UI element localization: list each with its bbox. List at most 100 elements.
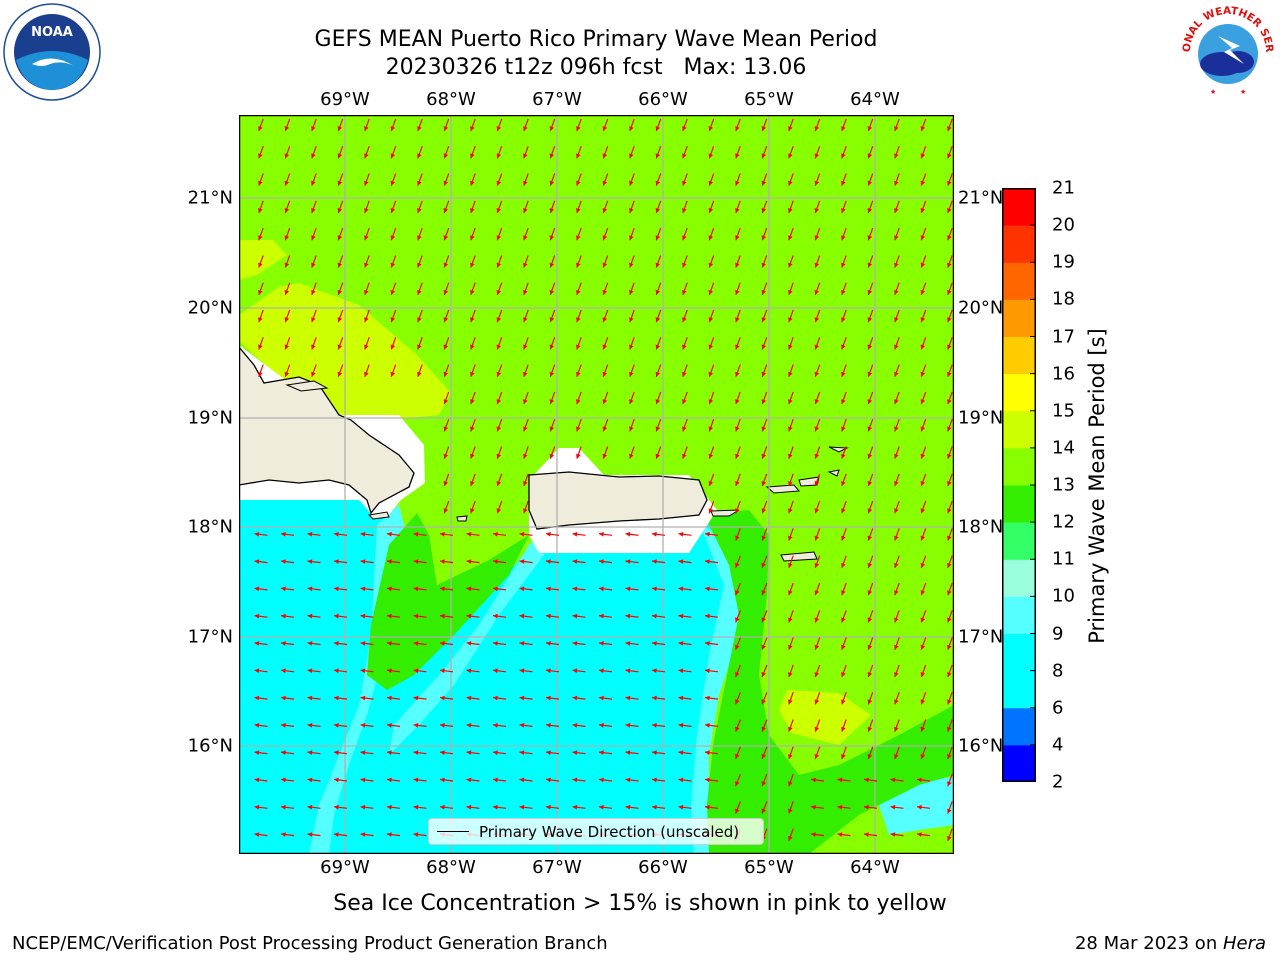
wave-arrow-head bbox=[360, 695, 366, 701]
wave-arrow-head bbox=[311, 208, 316, 213]
wave-arrow-head bbox=[258, 208, 263, 213]
wave-arrow-head bbox=[254, 559, 260, 564]
wave-arrow-head bbox=[814, 562, 820, 568]
land-mona-island bbox=[456, 515, 468, 522]
colorbar-tick-label: 9 bbox=[1052, 623, 1064, 644]
wave-arrow-head bbox=[307, 777, 313, 783]
wave-arrow-head bbox=[841, 590, 846, 596]
wave-arrow-head bbox=[337, 153, 343, 159]
wave-arrow-head bbox=[519, 750, 525, 755]
wave-arrow-head bbox=[788, 344, 793, 350]
wave-arrow-head bbox=[470, 235, 475, 241]
wave-arrow-head bbox=[572, 668, 578, 674]
wave-arrow-head bbox=[549, 371, 555, 377]
wave-arrow-head bbox=[708, 262, 714, 268]
wave-arrow-head bbox=[920, 371, 926, 377]
wave-arrow-head bbox=[364, 153, 369, 159]
wave-arrow-head bbox=[890, 832, 896, 837]
wave-arrow-head bbox=[705, 804, 710, 810]
wave-arrow-head bbox=[413, 804, 419, 810]
wave-arrow-head bbox=[364, 126, 369, 132]
noaa-logo: NOAA bbox=[3, 3, 101, 101]
wave-arrow-head bbox=[629, 262, 634, 268]
wave-arrow-head bbox=[708, 180, 714, 186]
wave-arrow-head bbox=[761, 262, 767, 268]
wave-arrow-head bbox=[761, 371, 767, 377]
wave-arrow-head bbox=[655, 289, 661, 295]
wave-arrow-head bbox=[440, 531, 445, 537]
wave-arrow-head bbox=[496, 126, 502, 132]
wave-arrow-head bbox=[470, 126, 475, 132]
wave-arrow-head bbox=[496, 208, 502, 213]
wave-arrow-head bbox=[546, 804, 551, 810]
wave-arrow-head bbox=[602, 426, 608, 432]
wave-arrow-head bbox=[947, 426, 952, 432]
wave-arrow-head bbox=[523, 317, 528, 323]
wave-arrow-head bbox=[652, 750, 657, 755]
wave-arrow-head bbox=[496, 153, 502, 159]
wave-arrow-head bbox=[576, 371, 581, 377]
wave-arrow-head bbox=[443, 289, 449, 295]
wave-arrow-head bbox=[652, 804, 657, 810]
wave-arrow-head bbox=[735, 344, 740, 350]
wave-arrow-head bbox=[920, 262, 926, 268]
wave-arrow-head bbox=[735, 672, 740, 677]
wave-arrow-head bbox=[705, 668, 710, 674]
wave-arrow-head bbox=[947, 672, 952, 678]
wave-arrow-head bbox=[549, 208, 555, 213]
wave-arrow-head bbox=[678, 559, 684, 564]
wave-arrow-head bbox=[443, 262, 449, 268]
wave-arrow-head bbox=[867, 672, 873, 678]
colorbar-tick-label: 16 bbox=[1052, 363, 1075, 385]
colorbar-bin bbox=[1002, 299, 1036, 338]
wave-arrow-head bbox=[360, 531, 366, 537]
wave-arrow-head bbox=[894, 262, 899, 268]
lon-tick-top: 66°W bbox=[638, 89, 688, 110]
wave-arrow-head bbox=[788, 808, 793, 814]
wave-arrow-head bbox=[867, 590, 873, 596]
wave-arrow-head bbox=[814, 262, 820, 268]
wave-arrow-head bbox=[894, 289, 899, 295]
wave-arrow-head bbox=[493, 723, 498, 728]
wave-arrow-head bbox=[867, 344, 873, 350]
wave-arrow-head bbox=[814, 399, 820, 405]
wave-arrow-head bbox=[307, 832, 313, 837]
field-11-12-east bbox=[704, 510, 954, 854]
wave-arrow-head bbox=[761, 753, 766, 759]
wave-arrow-head bbox=[387, 641, 392, 646]
land-virgin-gorda bbox=[827, 469, 840, 477]
wave-arrow-head bbox=[841, 508, 846, 514]
wave-arrow-head bbox=[788, 481, 793, 486]
wave-arrow-head bbox=[337, 317, 343, 323]
wave-arrow-head bbox=[519, 531, 525, 537]
wave-arrow-head bbox=[867, 153, 873, 159]
wave-arrow-head bbox=[894, 399, 899, 405]
wave-arrow-head bbox=[360, 750, 366, 755]
wave-arrow-head bbox=[678, 804, 684, 810]
wave-arrow-head bbox=[629, 208, 634, 213]
wave-arrow-head bbox=[864, 804, 869, 810]
wave-arrow-head bbox=[814, 726, 820, 732]
wave-arrow-head bbox=[599, 531, 604, 537]
wave-arrow-head bbox=[655, 180, 661, 186]
wave-arrow-head bbox=[311, 235, 316, 241]
wave-arrow-head bbox=[761, 289, 767, 295]
wave-arrow-head bbox=[440, 559, 445, 564]
footer-date-text: 28 Mar 2023 on bbox=[1074, 933, 1223, 954]
wave-arrow-head bbox=[867, 453, 873, 459]
wave-arrow-head bbox=[549, 399, 555, 405]
wave-arrow-head bbox=[496, 235, 502, 241]
wave-arrow-head bbox=[867, 726, 873, 732]
wave-arrow-head bbox=[814, 235, 820, 241]
wave-arrow-head bbox=[920, 562, 926, 568]
wave-arrow-head bbox=[390, 262, 396, 268]
wave-arrow-head bbox=[387, 586, 392, 592]
wave-arrow-head bbox=[814, 535, 820, 541]
wave-arrow-head bbox=[281, 531, 286, 537]
wave-arrow-head bbox=[360, 559, 366, 564]
wave-arrow-head bbox=[602, 262, 608, 268]
wave-arrow-head bbox=[440, 723, 445, 728]
wave-arrow-head bbox=[788, 453, 793, 459]
colorbar-tick-label: 13 bbox=[1052, 474, 1075, 496]
wave-arrow-head bbox=[337, 235, 343, 241]
